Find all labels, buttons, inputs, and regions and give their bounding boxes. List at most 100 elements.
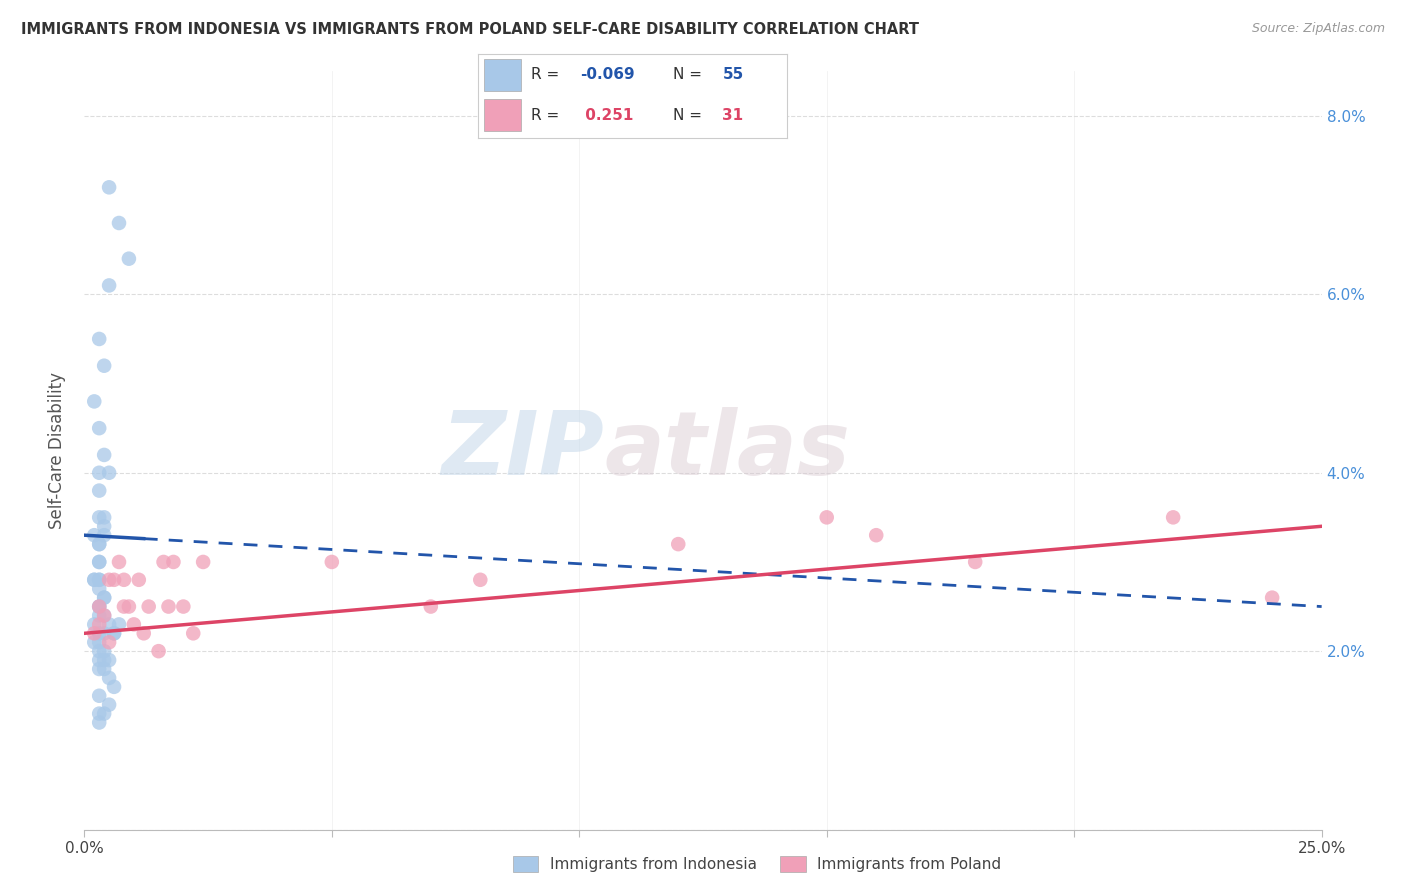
Point [191,555,214,569]
Text: N =: N = [673,67,707,82]
Point [108,617,131,632]
Point [89,706,111,721]
Point [470,573,492,587]
Point [138,599,160,614]
Y-axis label: Self-Care Disability: Self-Care Disability [48,372,66,529]
Point [89,510,111,524]
Point [128,573,150,587]
Text: N =: N = [673,108,707,123]
Point [98,180,121,194]
Point [118,599,141,614]
Text: R =: R = [530,108,564,123]
Point [98,617,121,632]
Point [83,394,105,409]
Point [83,528,105,542]
Text: 55: 55 [723,67,744,82]
Text: atlas: atlas [605,407,849,494]
Text: ZIP: ZIP [441,407,605,494]
Point [89,599,111,614]
Point [89,582,111,596]
Text: 31: 31 [723,108,744,123]
Point [865,528,887,542]
Point [89,617,111,632]
Point [89,537,111,551]
FancyBboxPatch shape [484,99,522,131]
Point [89,466,111,480]
Point [83,617,105,632]
Point [103,626,125,640]
Point [93,528,115,542]
Point [98,466,121,480]
Point [1261,591,1284,605]
Point [98,653,121,667]
Text: -0.069: -0.069 [581,67,634,82]
Point [89,635,111,649]
Point [89,555,111,569]
FancyBboxPatch shape [484,59,522,91]
Point [122,617,145,632]
Point [98,573,121,587]
Point [89,644,111,658]
Point [83,573,105,587]
Point [89,332,111,346]
Point [89,421,111,435]
Text: Immigrants from Poland: Immigrants from Poland [817,857,1001,871]
Point [132,626,155,640]
Point [93,519,115,533]
Point [89,662,111,676]
Point [98,635,121,649]
Point [965,555,987,569]
Point [162,555,184,569]
Point [93,510,115,524]
Point [93,662,115,676]
Point [108,555,131,569]
Point [89,555,111,569]
Point [181,626,204,640]
Point [89,608,111,623]
Point [93,706,115,721]
Point [93,591,115,605]
Text: R =: R = [530,67,564,82]
Point [112,573,135,587]
Text: Source: ZipAtlas.com: Source: ZipAtlas.com [1251,22,1385,36]
Point [98,671,121,685]
Point [93,653,115,667]
Point [93,359,115,373]
Point [98,698,121,712]
Point [152,555,174,569]
Point [89,715,111,730]
Point [1161,510,1184,524]
Point [815,510,838,524]
Point [118,252,141,266]
Point [83,635,105,649]
Point [103,573,125,587]
Point [666,537,689,551]
Point [89,689,111,703]
Point [103,680,125,694]
Point [108,216,131,230]
Point [157,599,180,614]
Point [112,599,135,614]
Point [89,537,111,551]
Point [89,626,111,640]
Point [89,573,111,587]
Point [419,599,441,614]
Point [93,608,115,623]
Text: 0.251: 0.251 [581,108,634,123]
Point [83,626,105,640]
Point [89,653,111,667]
Point [148,644,170,658]
Point [89,573,111,587]
Point [89,483,111,498]
Point [172,599,194,614]
Point [98,278,121,293]
Point [93,448,115,462]
Point [321,555,343,569]
Point [89,599,111,614]
Point [89,599,111,614]
Text: IMMIGRANTS FROM INDONESIA VS IMMIGRANTS FROM POLAND SELF-CARE DISABILITY CORRELA: IMMIGRANTS FROM INDONESIA VS IMMIGRANTS … [21,22,920,37]
Point [103,626,125,640]
Point [93,608,115,623]
Point [83,573,105,587]
Point [93,644,115,658]
